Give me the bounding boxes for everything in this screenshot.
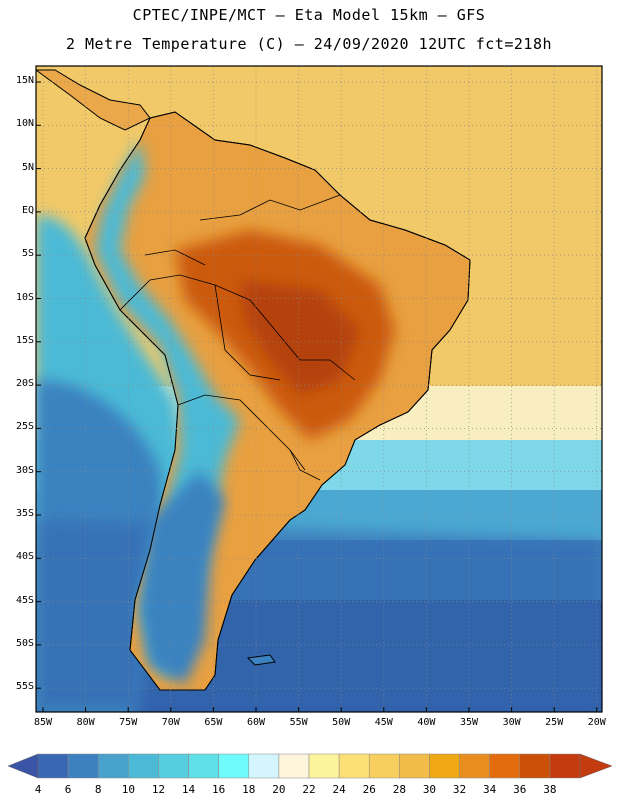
lat-label: 55S [15,681,34,693]
lon-label: 60W [246,717,266,728]
lon-label: 70W [161,717,180,728]
lon-label: 45W [374,717,393,728]
colorbar-label: 30 [422,783,437,796]
lat-label: 45S [15,594,34,606]
lon-label: 50W [332,717,351,728]
colorbar-swatch [278,753,310,779]
colorbar-label: 8 [94,783,102,796]
falkland-islands [246,654,276,666]
lat-label: EQ [21,204,34,216]
lat-label: 5N [21,161,34,173]
lat-label: 10N [15,118,34,130]
colorbar-over-arrow [579,753,613,779]
continent-coastline [84,111,471,691]
lat-label: 20S [15,378,34,390]
lon-label: 25W [545,717,564,728]
lat-label: 5S [21,248,34,260]
lon-label: 80W [76,717,95,728]
andes-cold-south [140,470,225,685]
map-title-line2: 2 Metre Temperature (C) – 24/09/2020 12U… [65,35,553,53]
lon-label: 35W [459,717,479,728]
colorbar-label: 16 [212,783,226,796]
colorbar-swatch [37,753,69,779]
colorbar-swatch [67,753,99,779]
lon-label: 75W [119,717,138,728]
colorbar-swatch [308,753,340,779]
colorbar-label: 4 [34,783,42,796]
colorbar-swatch [218,753,250,779]
colorbar-label: 18 [242,783,256,796]
lon-label: 20W [587,717,606,728]
colorbar-label: 14 [181,783,196,796]
lat-label: 30S [15,464,34,476]
colorbar-swatch [549,753,581,779]
lat-label: 50S [15,637,34,649]
colorbar-swatch [158,753,189,779]
hottest-core-region [240,280,360,395]
temperature-map [35,65,603,713]
colorbar-label: 10 [121,783,135,796]
colorbar-label: 34 [483,783,497,796]
colorbar-label: 24 [332,783,346,796]
colorbar-swatch [399,753,430,779]
lat-label: 35S [15,508,34,519]
colorbar-swatch [188,753,219,779]
map-title-line1: CPTEC/INPE/MCT – Eta Model 15km – GFS [132,6,486,24]
colorbar-label: 12 [151,783,166,796]
colorbar-label: 32 [452,783,467,796]
colorbar-label: 26 [362,783,376,796]
lon-label: 40W [417,717,436,728]
colorbar-label: 22 [302,783,316,796]
colorbar-swatch [97,753,129,779]
colorbar-label: 20 [272,783,286,796]
colorbar-under-arrow [7,753,39,779]
map-frame [35,65,603,713]
colorbar-label: 36 [513,783,527,796]
lat-label: 25S [15,421,34,433]
colorbar-swatch [128,753,159,779]
lat-label: 15S [15,334,34,346]
lon-label: 65W [204,717,223,728]
lon-label: 55W [289,717,308,728]
lon-label: 85W [33,717,53,728]
colorbar-swatch [429,753,460,779]
colorbar-swatch [338,753,370,779]
colorbar-swatch [459,753,490,779]
south-atlantic-cool [36,520,602,712]
colorbar-swatch [248,753,280,779]
lon-label: 30W [502,717,521,728]
country-borders [119,194,356,481]
lat-label: 15N [15,75,34,86]
colorbar-label: 6 [64,783,72,796]
central-america-land [36,69,151,131]
colorbar-swatch [519,753,551,779]
colorbar-swatch [368,753,400,779]
colorbar-label: 28 [392,783,406,796]
colorbar-label: 38 [543,783,557,796]
lat-label: 40S [15,551,34,563]
axis-ticks [36,81,598,712]
colorbar-swatch [489,753,521,779]
colorbar [7,753,613,779]
lat-label: 10S [15,291,34,303]
